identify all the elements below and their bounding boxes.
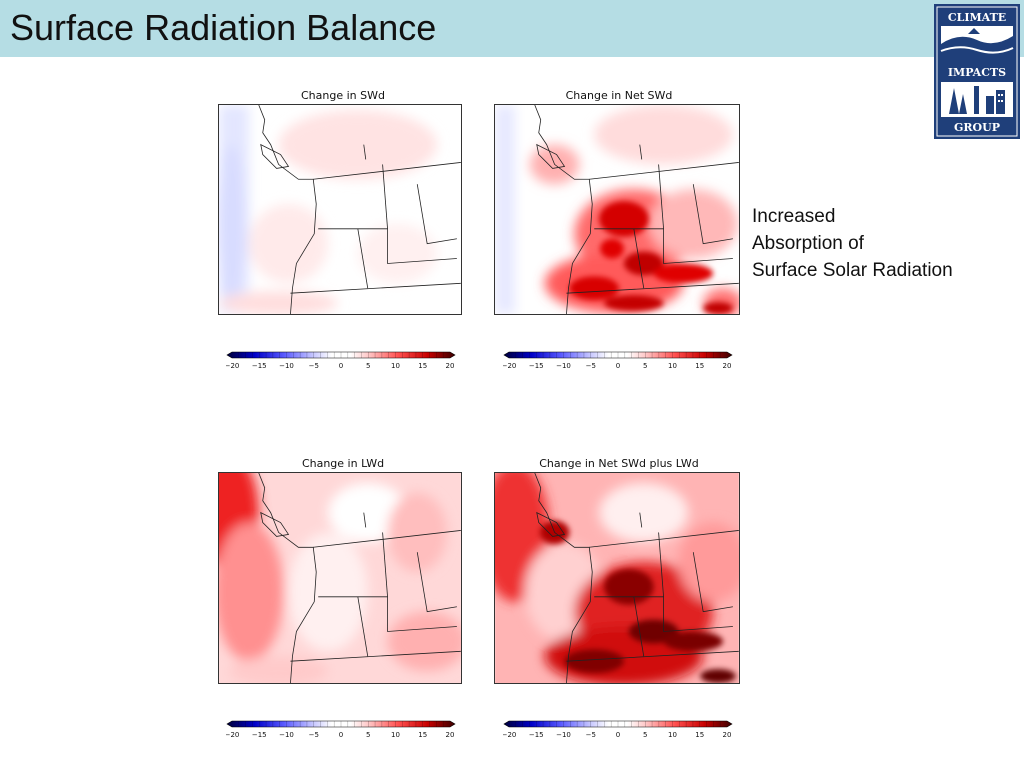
logo-text-impacts: IMPACTS — [948, 66, 1006, 79]
colorbar-tick-label: 20 — [446, 731, 455, 739]
colorbar-tick-label: −20 — [503, 362, 516, 370]
colorbar-tick-label: 20 — [446, 362, 455, 370]
colorbar-tick-label: −5 — [309, 362, 319, 370]
colorbar-tick-label: 0 — [339, 362, 343, 370]
colorbar-lwd: −20 −15 −10 −5 0 5 10 15 20 — [226, 720, 456, 739]
colorbar-tick-label: −20 — [503, 731, 516, 739]
colorbar-tick-label: −10 — [556, 362, 571, 370]
climate-impacts-group-logo: CLIMATE IMPACTS GROUP — [934, 4, 1020, 139]
colorbar-tick-label: 0 — [616, 362, 620, 370]
colorbar-band — [503, 351, 733, 359]
colorbar-tick-label: 10 — [668, 731, 677, 739]
map-net-swd-plus-lwd — [494, 472, 740, 684]
colorbar-band — [226, 720, 456, 728]
colorbar-tick-label: −5 — [586, 362, 596, 370]
colorbar-tick-label: 10 — [668, 362, 677, 370]
colorbar-net-swd-plus-lwd: −20 −15 −10 −5 0 5 10 15 20 — [503, 720, 733, 739]
colorbar-net-swd: −20 −15 −10 −5 0 5 10 15 20 — [503, 351, 733, 370]
map-net-swd — [494, 104, 740, 315]
colorbar-tick-label: −15 — [529, 362, 544, 370]
colorbar-tick-label: 0 — [339, 731, 343, 739]
colorbar-tick-label: 10 — [391, 731, 400, 739]
title-bar — [0, 0, 1024, 57]
annotation-line: Surface Solar Radiation — [752, 260, 953, 281]
annotation-text: Increased Absorption of Surface Solar Ra… — [752, 203, 953, 284]
colorbar-tick-label: 15 — [695, 362, 704, 370]
colorbar-tick-label: 20 — [723, 362, 732, 370]
colorbar-tick-label: 15 — [418, 731, 427, 739]
colorbar-tick-label: 5 — [366, 362, 370, 370]
map-lwd — [218, 472, 462, 684]
colorbar-band — [503, 720, 733, 728]
logo-text-group: GROUP — [954, 121, 1000, 134]
map-swd — [218, 104, 462, 315]
colorbar-tick-label: −15 — [252, 362, 267, 370]
colorbar-tick-label: −20 — [226, 362, 239, 370]
panel-title: Change in Net SWd — [565, 89, 673, 102]
colorbar-swd: −20 −15 −10 −5 0 5 10 15 20 — [226, 351, 456, 370]
colorbar-tick-label: 15 — [695, 731, 704, 739]
colorbar-tick-label: 20 — [723, 731, 732, 739]
colorbar-tick-label: 5 — [366, 731, 370, 739]
panel-title: Change in LWd — [301, 457, 385, 470]
colorbar-tick-label: 5 — [643, 362, 647, 370]
colorbar-tick-label: 10 — [391, 362, 400, 370]
logo-text-climate: CLIMATE — [948, 11, 1006, 24]
colorbar-tick-label: −10 — [279, 731, 294, 739]
colorbar-tick-label: 5 — [643, 731, 647, 739]
colorbar-tick-label: −15 — [529, 731, 544, 739]
annotation-line: Increased — [752, 206, 836, 227]
colorbar-tick-label: 15 — [418, 362, 427, 370]
panel-title: Change in Net SWd plus LWd — [539, 457, 699, 470]
colorbar-tick-label: −20 — [226, 731, 239, 739]
colorbar-tick-label: −5 — [309, 731, 319, 739]
colorbar-band — [226, 351, 456, 359]
colorbar-tick-label: −10 — [279, 362, 294, 370]
colorbar-tick-label: −15 — [252, 731, 267, 739]
colorbar-tick-label: −5 — [586, 731, 596, 739]
colorbar-tick-label: −10 — [556, 731, 571, 739]
annotation-line: Absorption of — [752, 233, 864, 254]
slide-title: Surface Radiation Balance — [10, 7, 437, 48]
colorbar-tick-label: 0 — [616, 731, 620, 739]
panel-title: Change in SWd — [301, 89, 385, 102]
